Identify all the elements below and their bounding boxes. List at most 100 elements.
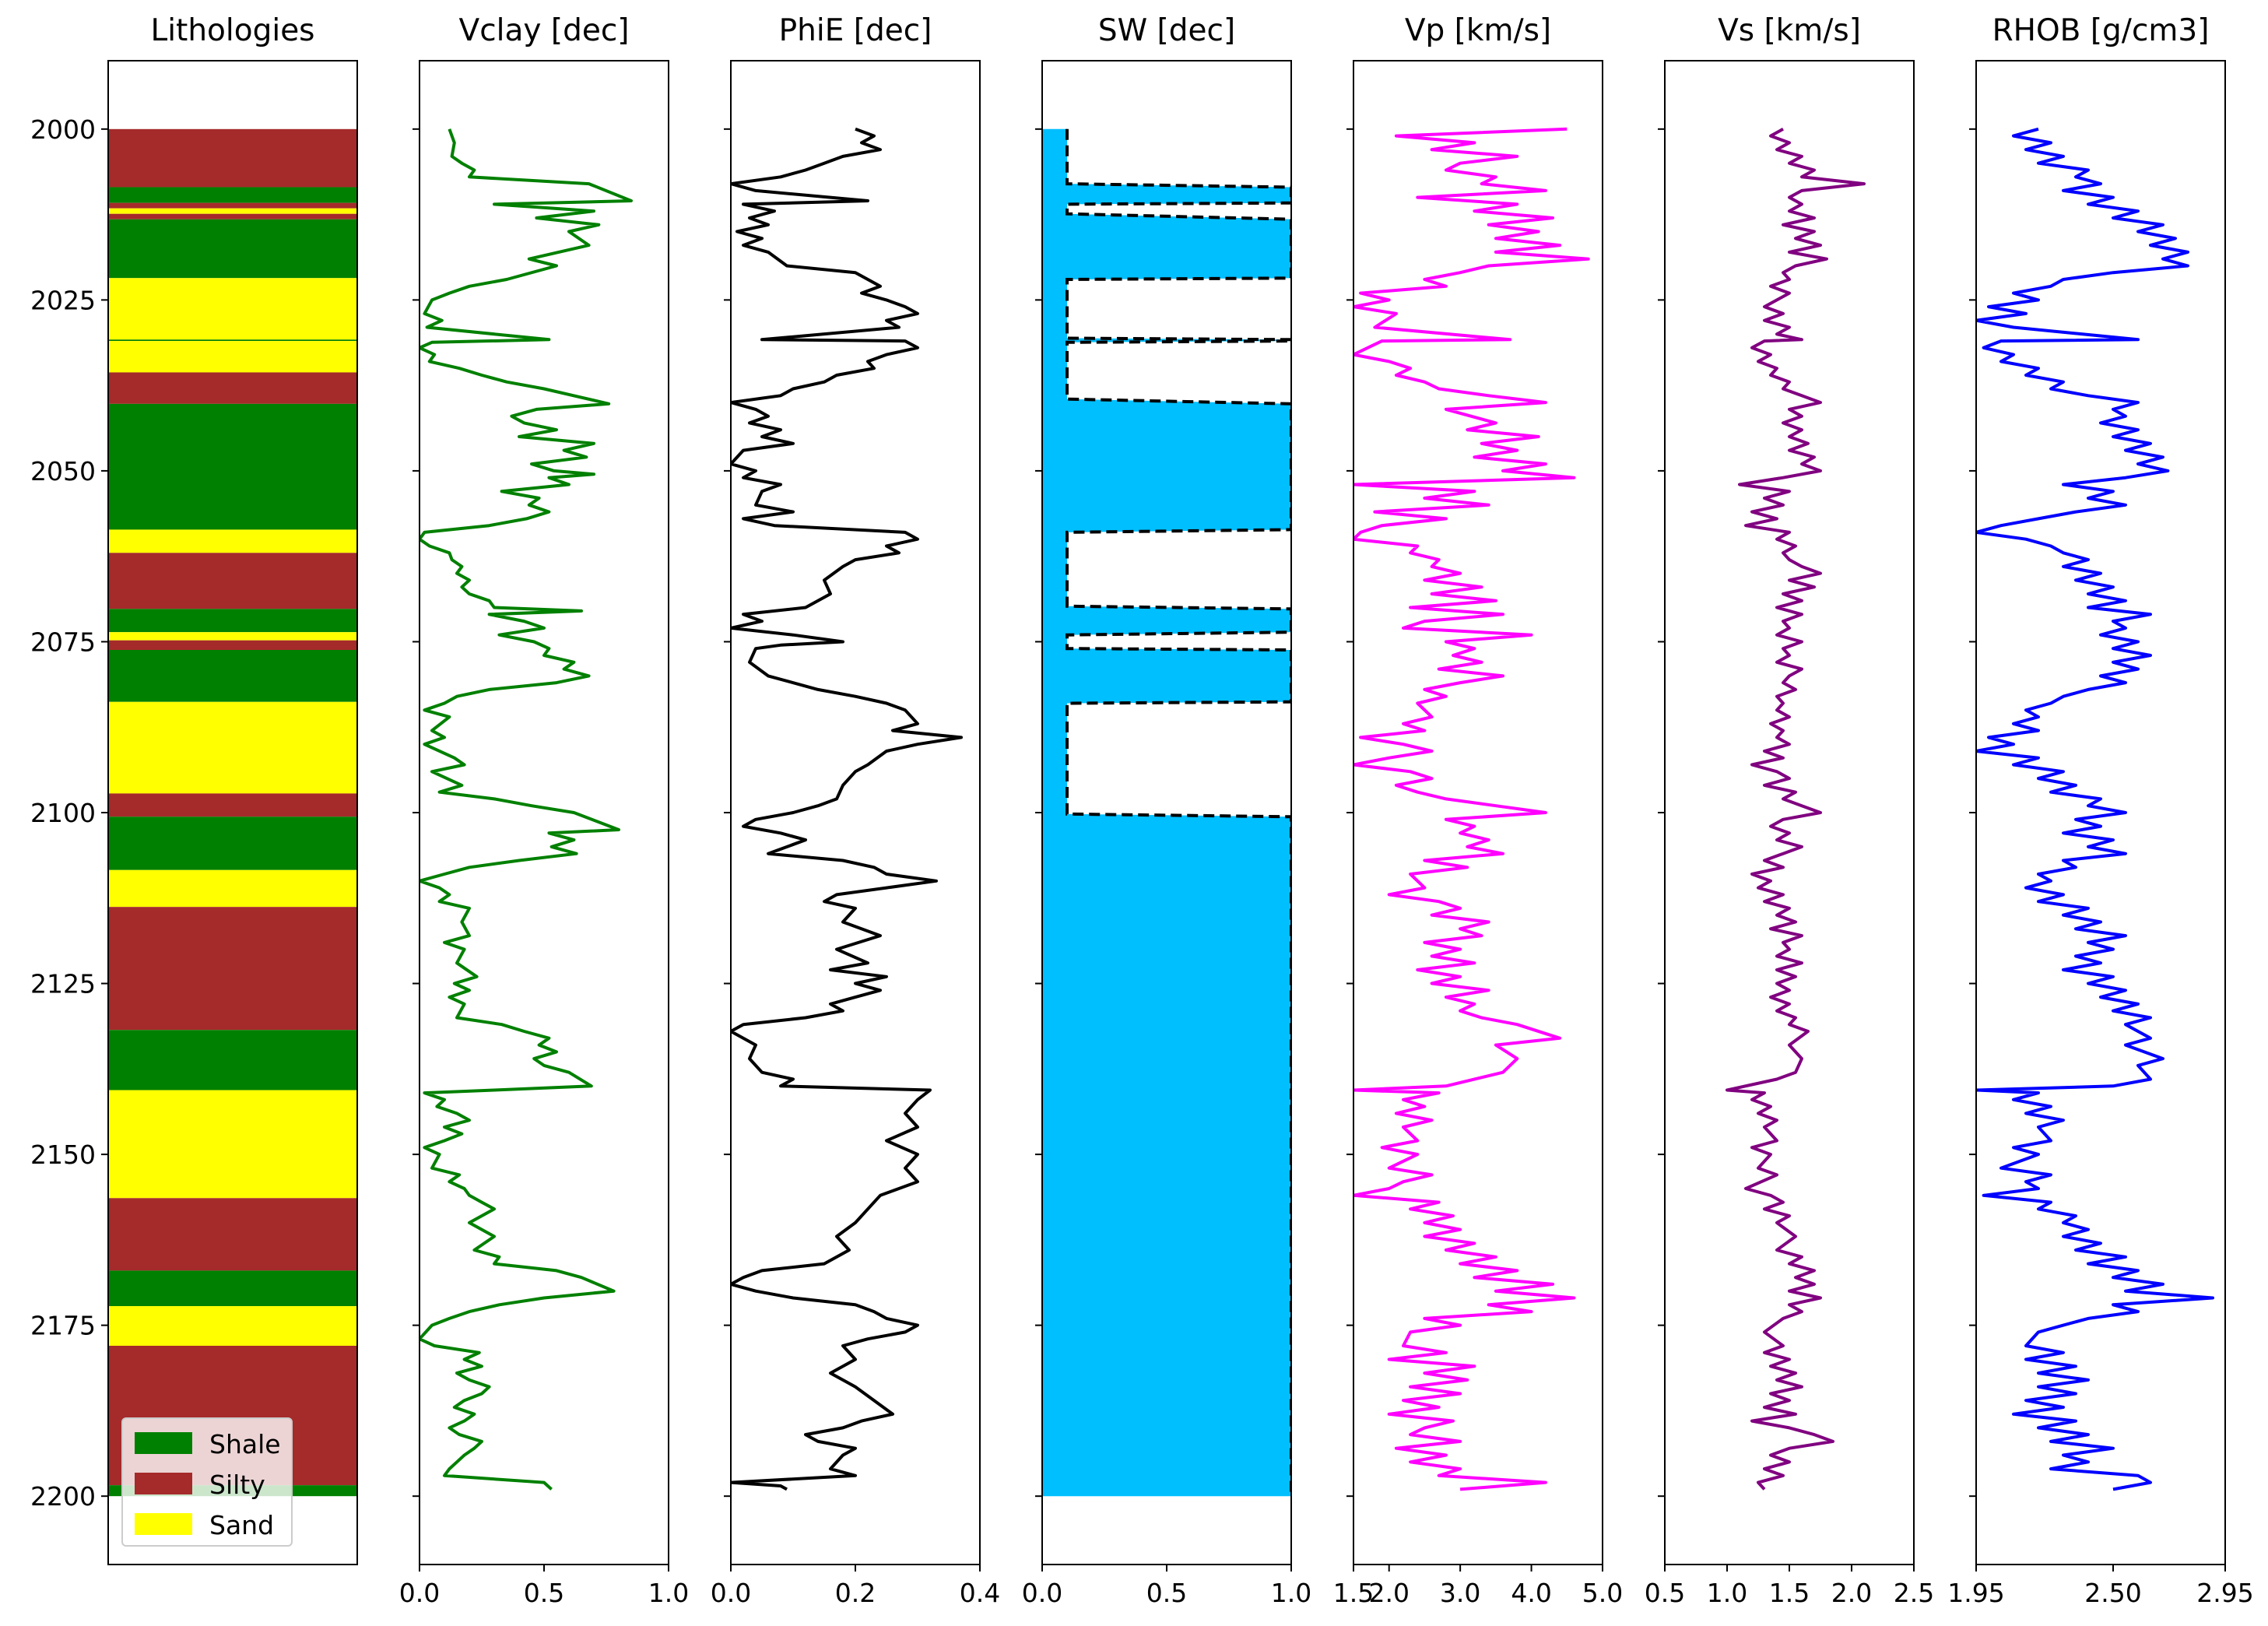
lithology-interval-3 bbox=[108, 208, 357, 214]
lithology-interval-19 bbox=[108, 817, 357, 870]
x-tick-label: 0.0 bbox=[1022, 1578, 1062, 1608]
lithology-interval-13 bbox=[108, 609, 357, 633]
lithology-interval-20 bbox=[108, 869, 357, 908]
track-title: Vp [km/s] bbox=[1405, 13, 1551, 48]
plot-area bbox=[1042, 128, 1291, 1497]
phie-curve bbox=[731, 127, 963, 1491]
track-phie: PhiE [dec] 0.0 0.2 0.4 bbox=[711, 13, 1000, 1608]
vs-curve bbox=[1726, 128, 1866, 1491]
rhob-curve bbox=[1976, 127, 2214, 1491]
track-sw: SW [dec] 0.0 0.5 1.0 bbox=[1022, 13, 1311, 1608]
lithology-interval-10 bbox=[108, 403, 357, 530]
lithology-interval-26 bbox=[108, 1306, 357, 1346]
legend-swatch-sand bbox=[135, 1513, 192, 1535]
plot-area bbox=[108, 128, 357, 1497]
track-frame bbox=[419, 60, 669, 1565]
lithology-interval-0 bbox=[108, 128, 357, 188]
x-tick-label: 3.0 bbox=[1440, 1578, 1480, 1608]
x-tick-label: 1.5 bbox=[1333, 1578, 1374, 1608]
track-rhob: RHOB [g/cm3] 1.95 2.50 2.95 bbox=[1947, 13, 2253, 1608]
lithology-interval-1 bbox=[108, 187, 357, 203]
y-tick-label: 2075 bbox=[30, 627, 96, 657]
y-tick-label: 2175 bbox=[30, 1311, 96, 1341]
x-tick-label: 2.0 bbox=[1368, 1578, 1409, 1608]
y-tick-label: 2100 bbox=[30, 798, 96, 828]
lithology-interval-4 bbox=[108, 213, 357, 219]
lithology-interval-18 bbox=[108, 793, 357, 817]
plot-area bbox=[1353, 127, 1590, 1491]
lithology-interval-25 bbox=[108, 1270, 357, 1307]
track-title: SW [dec] bbox=[1098, 13, 1235, 48]
track-vs: Vs [km/s] 0.5 1.0 1.5 2.0 2.5 bbox=[1645, 13, 1934, 1608]
track-frame bbox=[1975, 60, 2226, 1565]
y-tick-label: 2050 bbox=[30, 456, 96, 486]
x-tick-label: 0.2 bbox=[835, 1578, 876, 1608]
lithology-interval-7 bbox=[108, 339, 357, 342]
x-tick-label: 2.50 bbox=[2084, 1578, 2141, 1608]
plot-area bbox=[420, 128, 633, 1491]
lithology-interval-14 bbox=[108, 632, 357, 641]
lithology-interval-2 bbox=[108, 202, 357, 209]
legend-label: Sand bbox=[209, 1510, 274, 1540]
lithology-interval-22 bbox=[108, 1030, 357, 1090]
lithology-interval-9 bbox=[108, 372, 357, 404]
y-tick-label: 2025 bbox=[30, 285, 96, 315]
track-frame bbox=[1664, 60, 1915, 1565]
track-lithology: Lithologies Shale Silty Sand 2000 2025 2050 207… bbox=[30, 13, 358, 1565]
track-title: PhiE [dec] bbox=[779, 13, 932, 48]
lithology-interval-17 bbox=[108, 701, 357, 794]
track-title: RHOB [g/cm3] bbox=[1992, 13, 2210, 48]
x-tick-label: 2.95 bbox=[2196, 1578, 2253, 1608]
legend-swatch-shale bbox=[135, 1432, 192, 1454]
lithology-interval-24 bbox=[108, 1198, 357, 1271]
x-tick-label: 0.5 bbox=[524, 1578, 564, 1608]
plot-area bbox=[1726, 128, 1866, 1491]
x-tick-label: 2.0 bbox=[1831, 1578, 1872, 1608]
track-frame bbox=[730, 60, 981, 1565]
lithology-interval-5 bbox=[108, 219, 357, 279]
x-tick-label: 0.5 bbox=[1146, 1578, 1187, 1608]
plot-area bbox=[1976, 127, 2214, 1491]
legend-label: Shale bbox=[209, 1429, 281, 1459]
track-vclay: Vclay [dec] 0.0 0.5 1.0 bbox=[399, 13, 689, 1608]
lithology-interval-16 bbox=[108, 649, 357, 702]
x-tick-label: 5.0 bbox=[1582, 1578, 1623, 1608]
legend-label: Silty bbox=[209, 1470, 265, 1500]
x-tick-label: 1.5 bbox=[1769, 1578, 1810, 1608]
x-tick-label: 4.0 bbox=[1511, 1578, 1551, 1608]
vp-curve bbox=[1353, 127, 1590, 1491]
track-title: Lithologies bbox=[150, 13, 314, 48]
x-tick-label: 1.0 bbox=[648, 1578, 689, 1608]
lithology-interval-6 bbox=[108, 278, 357, 340]
track-title: Vs [km/s] bbox=[1718, 13, 1861, 48]
lithology-interval-12 bbox=[108, 553, 357, 609]
lithology-interval-15 bbox=[108, 640, 357, 650]
x-tick-label: 0.0 bbox=[711, 1578, 751, 1608]
x-tick-label: 2.5 bbox=[1894, 1578, 1934, 1608]
track-title: Vclay [dec] bbox=[459, 13, 630, 48]
lithology-legend: Shale Silty Sand bbox=[121, 1417, 293, 1547]
track-frame bbox=[1353, 60, 1603, 1565]
lithology-interval-21 bbox=[108, 907, 357, 1031]
track-vp: Vp [km/s] 1.52.0 3.0 4.0 5.0 bbox=[1333, 13, 1623, 1608]
x-tick-label: 1.0 bbox=[1707, 1578, 1747, 1608]
y-tick-label: 2000 bbox=[30, 114, 96, 145]
x-tick-label: 0.5 bbox=[1645, 1578, 1685, 1608]
x-tick-label: 0.4 bbox=[960, 1578, 1000, 1608]
lithology-interval-23 bbox=[108, 1090, 357, 1199]
x-tick-label: 1.95 bbox=[1947, 1578, 2004, 1608]
y-tick-label: 2200 bbox=[30, 1481, 96, 1512]
lithology-interval-8 bbox=[108, 341, 357, 373]
plot-area bbox=[731, 127, 963, 1491]
sw-fill bbox=[1042, 128, 1291, 1497]
x-tick-label: 1.0 bbox=[1271, 1578, 1311, 1608]
vclay-curve bbox=[420, 128, 633, 1491]
x-tick-label: 0.0 bbox=[399, 1578, 440, 1608]
sw-curve bbox=[1066, 128, 1291, 1497]
lithology-interval-11 bbox=[108, 529, 357, 553]
y-tick-label: 2150 bbox=[30, 1140, 96, 1170]
legend-swatch-silty bbox=[135, 1473, 192, 1494]
y-tick-label: 2125 bbox=[30, 969, 96, 999]
